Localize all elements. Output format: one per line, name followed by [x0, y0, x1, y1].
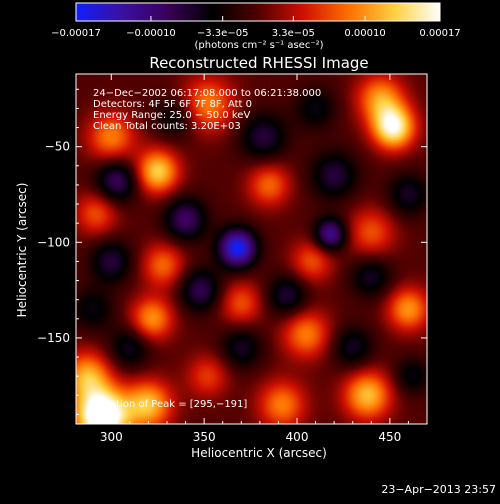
plot-frame — [75, 73, 428, 425]
peak-marker — [100, 414, 104, 419]
annotation-energy-range: Energy Range: 25.0 − 50.0 keV — [93, 110, 250, 121]
y-tick-label: −150 — [37, 331, 70, 345]
y-axis-label: Heliocentric Y (arcsec) — [15, 183, 29, 318]
y-tick-label: −50 — [45, 140, 70, 154]
colorbar-tick-label: −0.00017 — [51, 28, 101, 39]
x-tick-label: 300 — [100, 430, 123, 444]
colorbar-unit-label: (photons cm⁻² s⁻¹ asec⁻²) — [194, 40, 323, 51]
y-axis-ticks: −50 −100 −150 — [37, 88, 427, 415]
y-tick-label: −100 — [37, 235, 70, 249]
colorbar-tick-label: 3.3e−05 — [272, 28, 315, 39]
chart-title: Reconstructed RHESSI Image — [149, 54, 368, 72]
colorbar — [75, 2, 441, 22]
x-tick-label: 400 — [286, 430, 309, 444]
x-tick-label: 350 — [193, 430, 216, 444]
annotation-clean-counts: Clean Total counts: 3.20E+03 — [93, 121, 241, 132]
x-axis-label: Heliocentric X (arcsec) — [191, 446, 327, 460]
colorbar-tick-label: 0.00017 — [419, 28, 460, 39]
heatmap-raster — [76, 74, 427, 424]
annotation-peak-location: Location of Peak = [295,−191] — [93, 399, 247, 410]
colorbar-tick-label: −3.3e−05 — [197, 28, 249, 39]
x-axis-ticks: 300 350 400 450 — [92, 74, 428, 444]
plot-image — [76, 74, 427, 424]
colorbar-tick-label: 0.00010 — [344, 28, 385, 39]
x-tick-label: 450 — [378, 430, 401, 444]
annotation-detectors: Detectors: 4F 5F 6F 7F 8F, Att 0 — [93, 99, 252, 110]
colorbar-ticks: −0.00017 −0.00010 −3.3e−05 3.3e−05 0.00010 0.… — [51, 16, 461, 39]
render-timestamp: 23−Apr−2013 23:57 — [381, 483, 496, 496]
colorbar-tick-label: −0.00010 — [126, 28, 176, 39]
annotation-time-range: 24−Dec−2002 06:17:08.000 to 06:21:38.000 — [93, 88, 321, 99]
